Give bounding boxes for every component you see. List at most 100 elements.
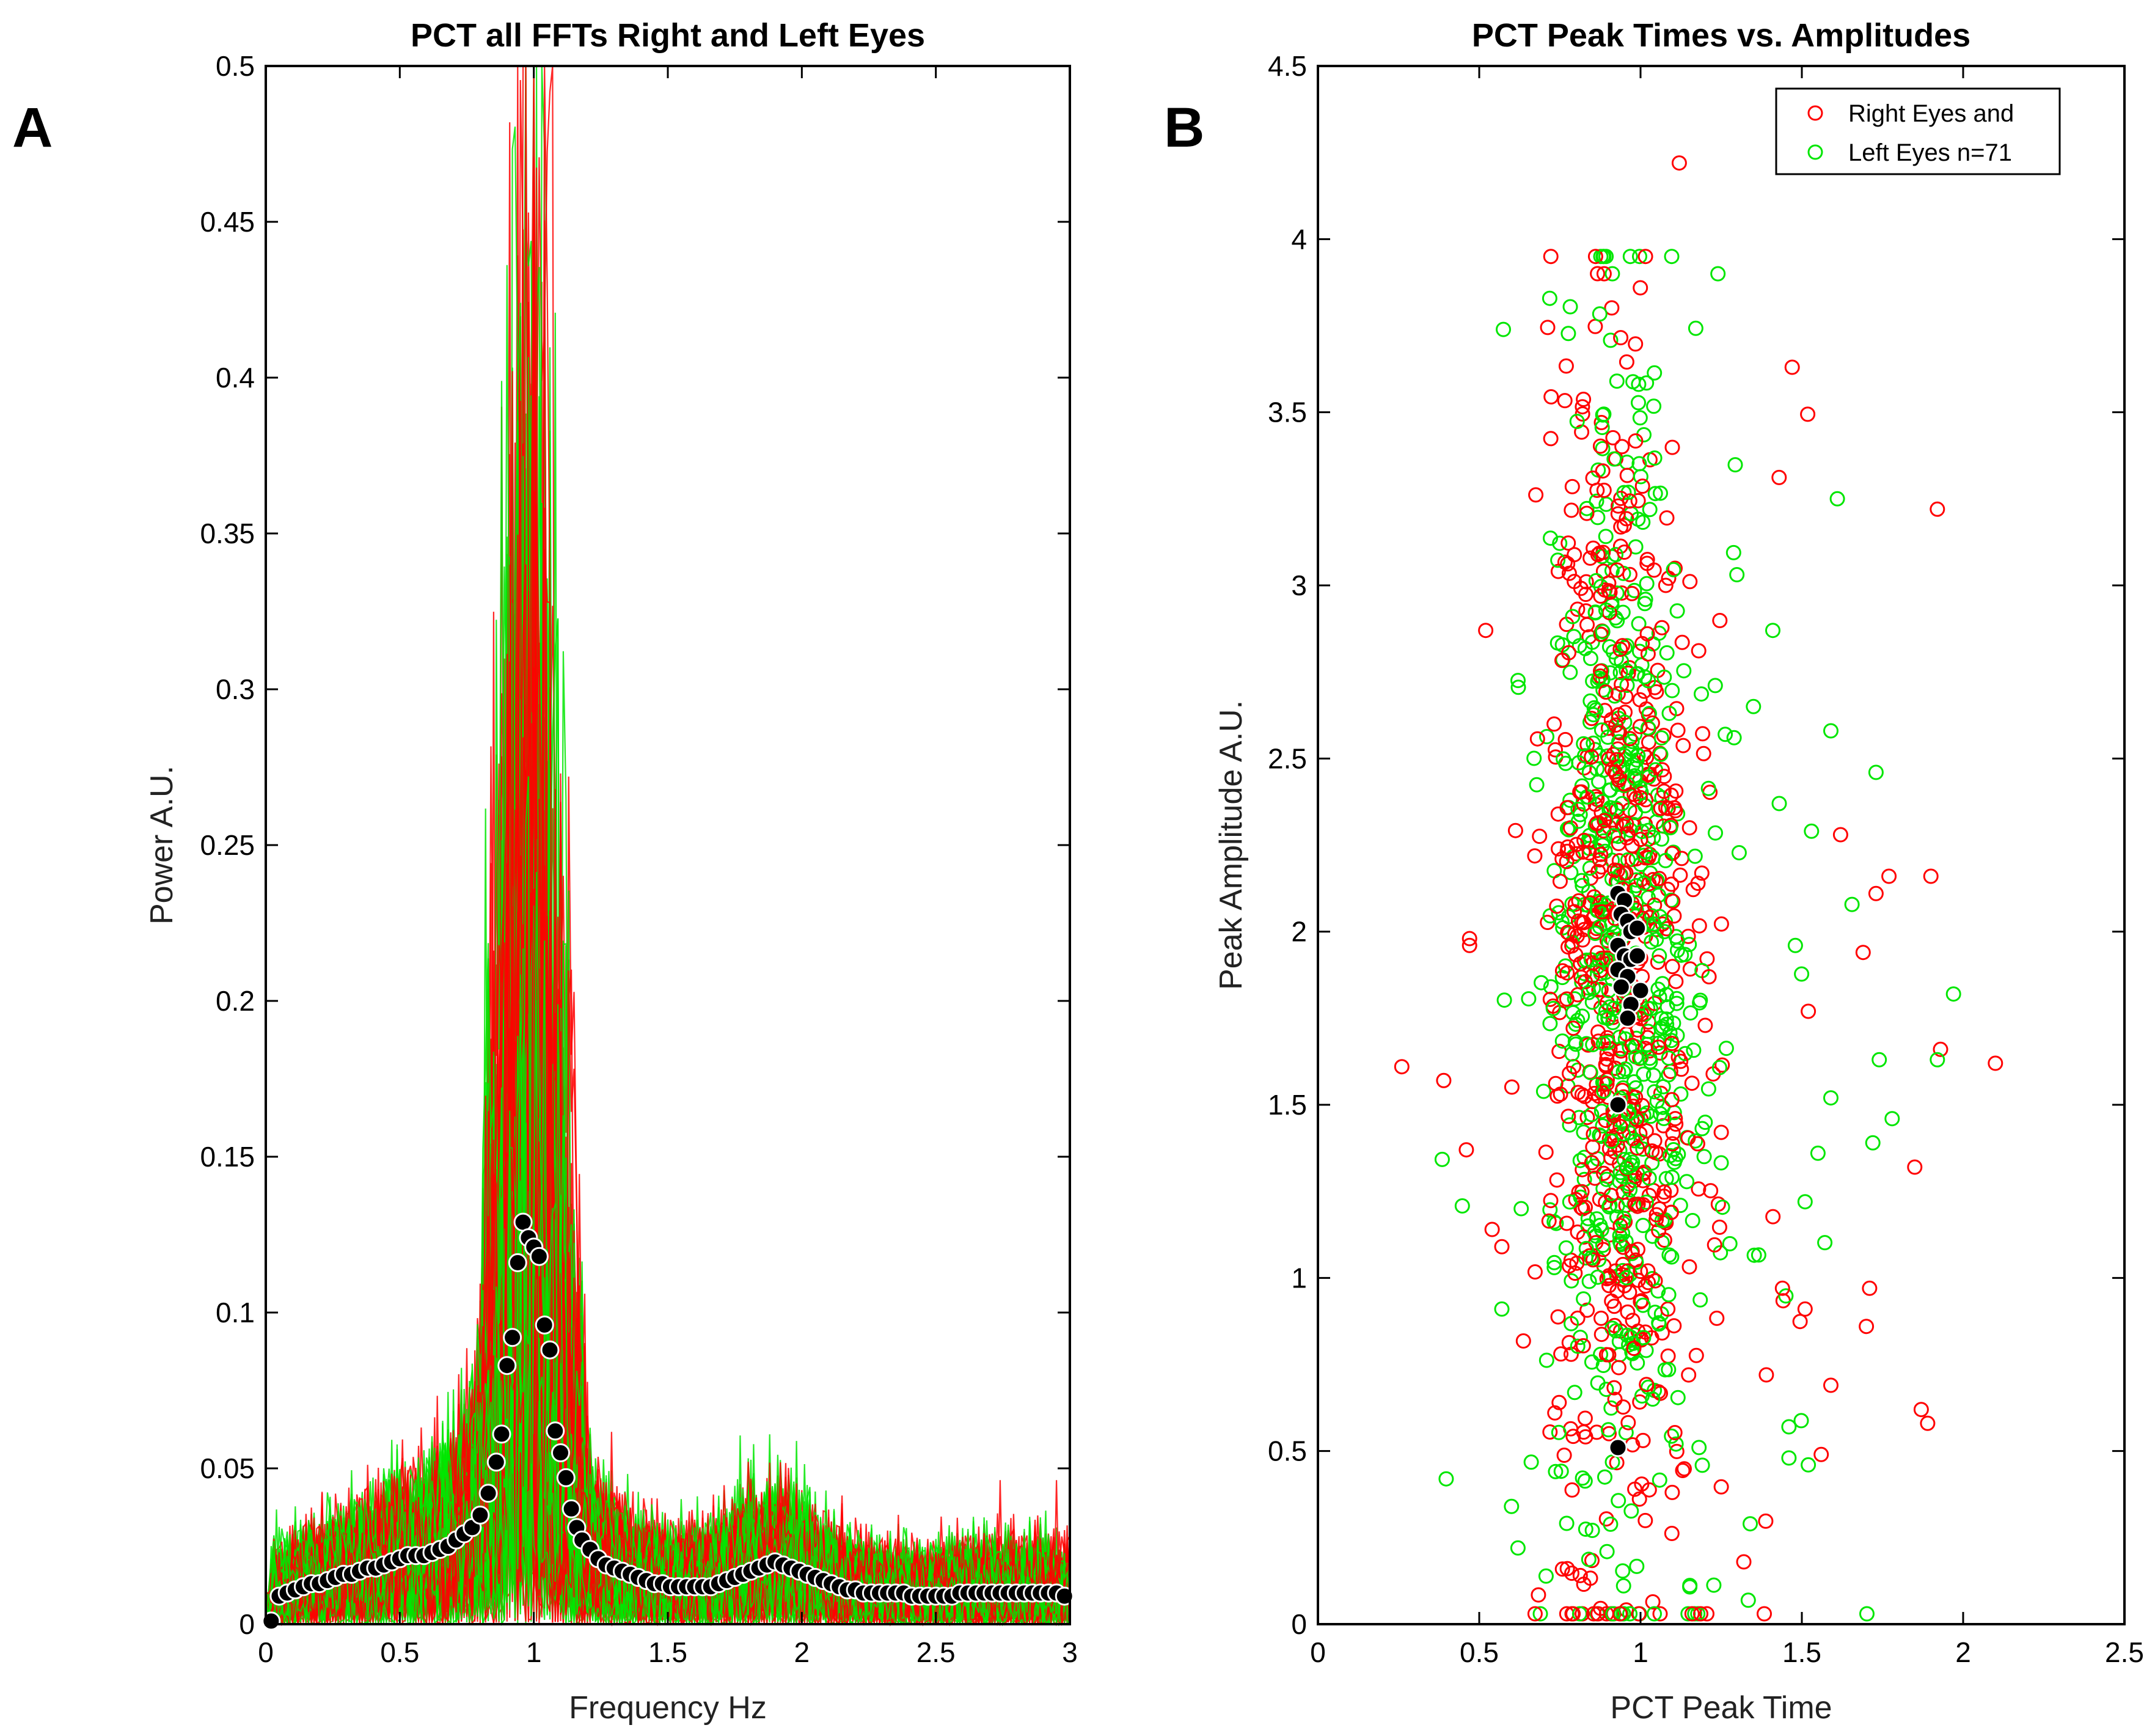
scatter-point-right <box>1641 1275 1656 1291</box>
scatter-point-right <box>1693 1606 1708 1622</box>
y-tick-label-b: 1.5 <box>1268 1089 1307 1121</box>
scatter-point-left <box>1746 698 1762 714</box>
scatter-point-left <box>1570 813 1586 829</box>
scatter-point-left <box>1612 761 1628 777</box>
scatter-point-left <box>1562 793 1578 808</box>
scatter-point-left <box>1649 1093 1665 1109</box>
scatter-point-right <box>1573 580 1589 596</box>
scatter-point-left <box>1652 989 1667 1005</box>
scatter-point-right <box>1557 731 1573 747</box>
scatter-point-left <box>1595 1036 1611 1052</box>
scatter-point-left <box>1572 1152 1588 1168</box>
scatter-point-left <box>1569 414 1585 430</box>
mean-points-group <box>1608 884 1650 1457</box>
x-tick-label-a: 2.5 <box>917 1636 956 1668</box>
scatter-point-left <box>1454 1198 1470 1214</box>
scatter-point-right <box>1665 893 1681 909</box>
scatter-point-left <box>1574 873 1590 888</box>
scatter-point-left <box>1595 624 1611 640</box>
scatter-point-left <box>1513 1201 1529 1217</box>
scatter-point-right <box>1569 1255 1585 1271</box>
scatter-point-left <box>1641 1024 1656 1039</box>
scatter-point-left <box>1622 249 1638 265</box>
scatter-point-right <box>1529 731 1545 747</box>
scatter-point-left <box>1642 1054 1658 1070</box>
scatter-point-right <box>1612 1119 1628 1134</box>
chart-title-b: PCT Peak Times vs. Amplitudes <box>1472 17 1970 54</box>
scatter-point-left <box>1590 1375 1606 1391</box>
scatter-point-right <box>1696 745 1711 761</box>
scatter-point-left <box>1562 1117 1578 1133</box>
scatter-point-right <box>1647 1273 1663 1289</box>
scatter-point-right <box>1585 1252 1601 1268</box>
scatter-point-right <box>1633 280 1648 296</box>
scatter-point-right <box>1582 1248 1598 1264</box>
legend-label-right: Right Eyes and <box>1848 100 2014 127</box>
scatter-point-left <box>1598 811 1614 827</box>
scatter-point-right <box>1690 876 1706 891</box>
scatter-point-left <box>1578 1240 1594 1256</box>
y-tick-label-a: 0.25 <box>200 829 255 861</box>
scatter-point-left <box>1580 1210 1596 1226</box>
scatter-point-right <box>1543 431 1559 447</box>
scatter-point-right <box>1701 969 1717 984</box>
mean-spectrum-point <box>503 1328 522 1347</box>
scatter-point-left <box>1645 1068 1661 1083</box>
scatter-point-left <box>1549 635 1565 651</box>
scatter-point-left <box>1656 669 1672 685</box>
scatter-point-right <box>1832 827 1848 843</box>
scatter-point-right <box>1575 399 1590 415</box>
scatter-point-left <box>1622 1606 1638 1622</box>
scatter-point-left <box>1601 1199 1617 1215</box>
scatter-point-right <box>1703 1183 1719 1199</box>
scatter-point-left <box>1647 1606 1662 1622</box>
scatter-point-left <box>1801 1457 1817 1473</box>
scatter-point-right <box>1597 813 1612 829</box>
scatter-point-left <box>1575 877 1590 893</box>
scatter-point-right <box>1607 862 1623 878</box>
scatter-point-right <box>1713 1479 1729 1495</box>
scatter-point-left <box>1804 823 1820 839</box>
mean-spectrum-point <box>529 1247 549 1266</box>
scatter-point-right <box>1920 1415 1936 1431</box>
scatter-point-right <box>1458 1142 1474 1158</box>
scatter-point-left <box>1694 1457 1710 1473</box>
scatter-point-right <box>1602 584 1618 600</box>
scatter-point-left <box>1727 457 1743 473</box>
scatter-point-right <box>1556 1448 1572 1463</box>
scatter-point-right <box>1592 852 1608 868</box>
scatter-point-left <box>1644 1155 1660 1171</box>
scatter-point-left <box>1652 948 1667 964</box>
scatter-point-right <box>1675 1463 1691 1478</box>
scatter-point-left <box>1545 1000 1561 1016</box>
scatter-point-right <box>1560 1108 1576 1124</box>
scatter-point-right <box>1664 1526 1680 1541</box>
scatter-point-right <box>1648 684 1664 700</box>
scatter-point-right <box>1639 555 1655 571</box>
scatter-point-right <box>1668 1116 1684 1132</box>
scatter-points-group <box>1394 155 2003 1622</box>
scatter-point-right <box>1542 991 1558 1007</box>
scatter-point-right <box>1666 800 1682 816</box>
scatter-point-right <box>1577 1410 1593 1426</box>
scatter-point-left <box>1646 398 1662 414</box>
scatter-point-left <box>1706 1577 1722 1593</box>
scatter-point-right <box>1543 389 1559 405</box>
scatter-point-left <box>1618 1425 1634 1440</box>
scatter-point-right <box>1625 1313 1641 1328</box>
scatter-point-left <box>1438 1471 1454 1487</box>
scatter-point-right <box>1561 1335 1577 1350</box>
scatter-point-left <box>1615 1578 1631 1594</box>
scatter-point-right <box>1609 562 1625 578</box>
scatter-point-left <box>1523 1454 1539 1470</box>
scatter-point-left <box>1778 1288 1794 1304</box>
scatter-point-right <box>1862 1280 1878 1296</box>
scatter-point-left <box>1653 485 1668 501</box>
scatter-point-right <box>1590 1606 1606 1622</box>
scatter-point-right <box>1614 439 1630 455</box>
scatter-point-left <box>1562 299 1578 315</box>
scatter-point-left <box>1641 1379 1656 1395</box>
scatter-point-left <box>1787 937 1803 953</box>
scatter-point-left <box>1636 1066 1652 1082</box>
scatter-point-left <box>1604 266 1620 282</box>
